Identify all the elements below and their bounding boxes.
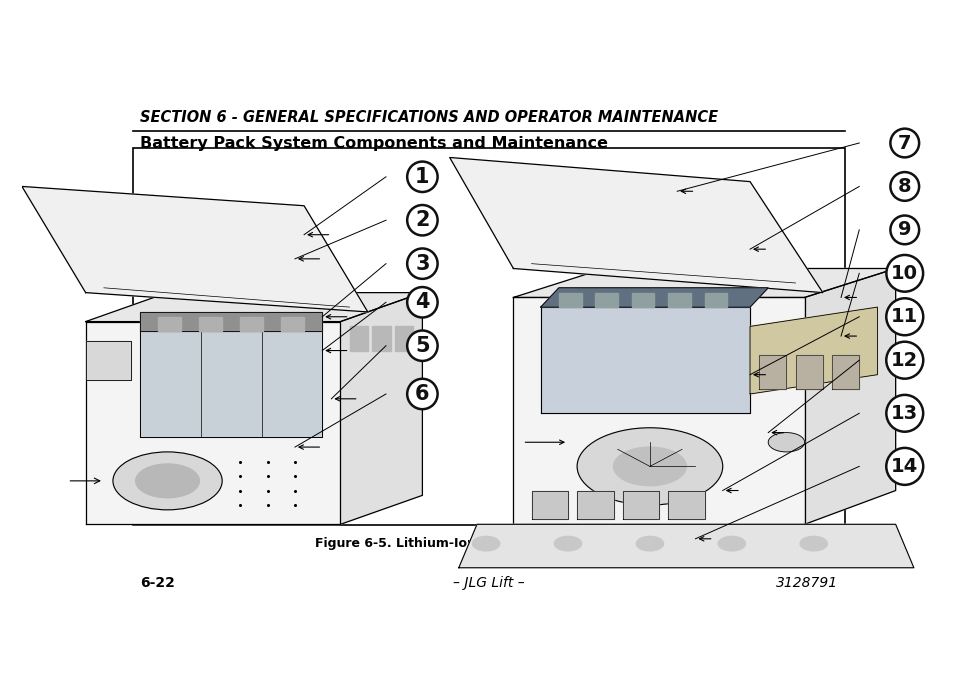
Polygon shape	[372, 327, 390, 351]
Polygon shape	[749, 307, 877, 394]
Circle shape	[800, 536, 826, 551]
Polygon shape	[86, 293, 422, 322]
Polygon shape	[86, 341, 131, 379]
Polygon shape	[540, 288, 767, 307]
Text: 11: 11	[890, 308, 918, 327]
Text: 3: 3	[415, 254, 429, 274]
Polygon shape	[458, 525, 913, 568]
Text: 4: 4	[415, 292, 429, 312]
Text: 3128791: 3128791	[775, 576, 837, 590]
Polygon shape	[540, 307, 749, 413]
Polygon shape	[577, 491, 613, 519]
Text: 7: 7	[897, 133, 910, 153]
Polygon shape	[349, 327, 368, 351]
Circle shape	[718, 536, 744, 551]
Polygon shape	[831, 356, 859, 389]
Text: 9: 9	[897, 220, 910, 239]
Circle shape	[613, 447, 685, 485]
Polygon shape	[340, 293, 422, 525]
Text: 5: 5	[415, 336, 429, 356]
Polygon shape	[86, 322, 340, 525]
Text: 6: 6	[415, 384, 429, 404]
Polygon shape	[513, 268, 895, 297]
Circle shape	[577, 428, 722, 505]
Polygon shape	[140, 312, 322, 331]
Polygon shape	[759, 356, 785, 389]
Circle shape	[554, 536, 581, 551]
Text: 10: 10	[890, 264, 918, 283]
Polygon shape	[158, 317, 181, 331]
Polygon shape	[703, 293, 726, 307]
Circle shape	[112, 452, 222, 510]
Polygon shape	[513, 297, 803, 525]
Text: Battery Pack System Components and Maintenance: Battery Pack System Components and Maint…	[140, 136, 607, 151]
Polygon shape	[622, 491, 659, 519]
Polygon shape	[795, 356, 822, 389]
Text: 13: 13	[890, 404, 918, 422]
Polygon shape	[140, 331, 322, 437]
Polygon shape	[595, 293, 618, 307]
Text: Figure 6-5. Lithium-Ion Battery Pack Components: Figure 6-5. Lithium-Ion Battery Pack Com…	[315, 537, 661, 550]
Text: 6-22: 6-22	[140, 576, 174, 590]
Polygon shape	[281, 317, 304, 331]
Text: SECTION 6 - GENERAL SPECIFICATIONS AND OPERATOR MAINTENANCE: SECTION 6 - GENERAL SPECIFICATIONS AND O…	[140, 110, 718, 125]
Circle shape	[472, 536, 499, 551]
Circle shape	[135, 464, 199, 498]
Polygon shape	[395, 327, 413, 351]
Circle shape	[636, 536, 663, 551]
Text: 14: 14	[890, 457, 918, 476]
Bar	[132, 148, 844, 525]
Polygon shape	[199, 317, 222, 331]
Polygon shape	[449, 158, 822, 293]
Polygon shape	[22, 187, 368, 312]
Polygon shape	[240, 317, 263, 331]
Polygon shape	[667, 293, 690, 307]
Polygon shape	[667, 491, 703, 519]
Circle shape	[767, 433, 803, 452]
Polygon shape	[803, 268, 895, 525]
Text: 1: 1	[415, 167, 429, 187]
Text: – JLG Lift –: – JLG Lift –	[453, 576, 524, 590]
Polygon shape	[531, 491, 567, 519]
Text: 12: 12	[890, 351, 918, 370]
Polygon shape	[631, 293, 654, 307]
Polygon shape	[558, 293, 581, 307]
Text: 2: 2	[415, 210, 429, 231]
Text: 8: 8	[897, 177, 911, 196]
